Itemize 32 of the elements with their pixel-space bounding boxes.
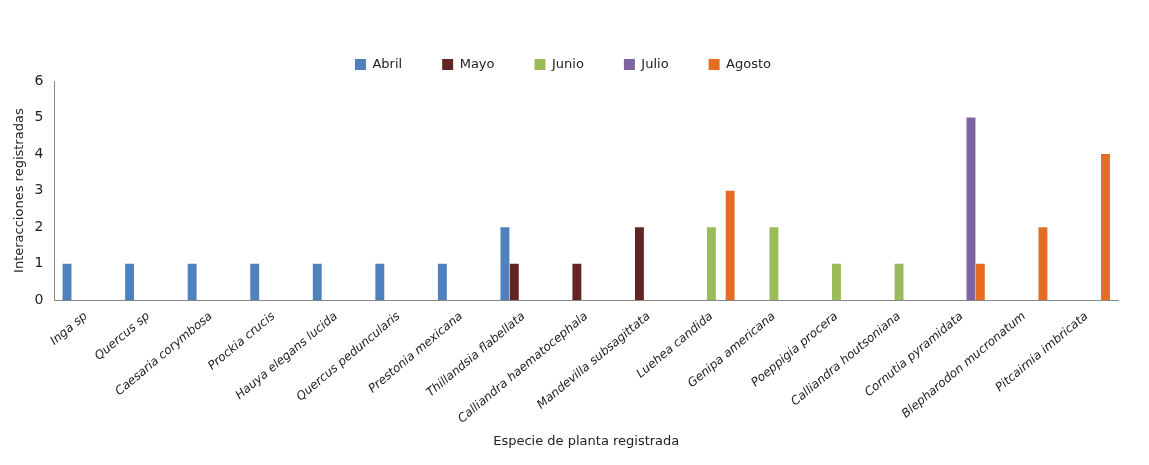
bar: [706, 227, 716, 301]
legend-label: Mayo: [459, 55, 495, 71]
bar: [769, 227, 779, 301]
legend-label: Junio: [551, 55, 584, 71]
legend-label: Abril: [372, 55, 403, 71]
bar: [1101, 154, 1110, 301]
bar: [1038, 227, 1048, 301]
bar: [725, 190, 735, 301]
y-tick-label: 3: [34, 181, 44, 198]
bar: [375, 263, 385, 301]
y-tick-label: 0: [34, 290, 44, 307]
bar: [312, 263, 322, 301]
bar: [832, 263, 841, 301]
bar: [634, 227, 644, 301]
bar: [125, 263, 135, 301]
y-tick-label: 6: [34, 71, 44, 88]
y-tick-label: 5: [34, 108, 44, 125]
bar: [187, 263, 197, 301]
bar: [572, 263, 582, 301]
y-tick-label: 4: [34, 144, 44, 161]
bar: [894, 263, 904, 301]
y-axis-title: Interacciones registradas: [11, 108, 27, 273]
legend-label: Julio: [640, 55, 669, 71]
y-tick-label: 2: [34, 217, 44, 234]
bar: [437, 263, 447, 301]
bar: [509, 263, 519, 301]
bar: [500, 227, 510, 301]
bar: [250, 263, 260, 301]
x-axis-title: Especie de planta registrada: [493, 432, 680, 448]
y-tick-label: 1: [34, 254, 44, 271]
legend-label: Agosto: [726, 55, 772, 71]
bar: [975, 263, 985, 301]
